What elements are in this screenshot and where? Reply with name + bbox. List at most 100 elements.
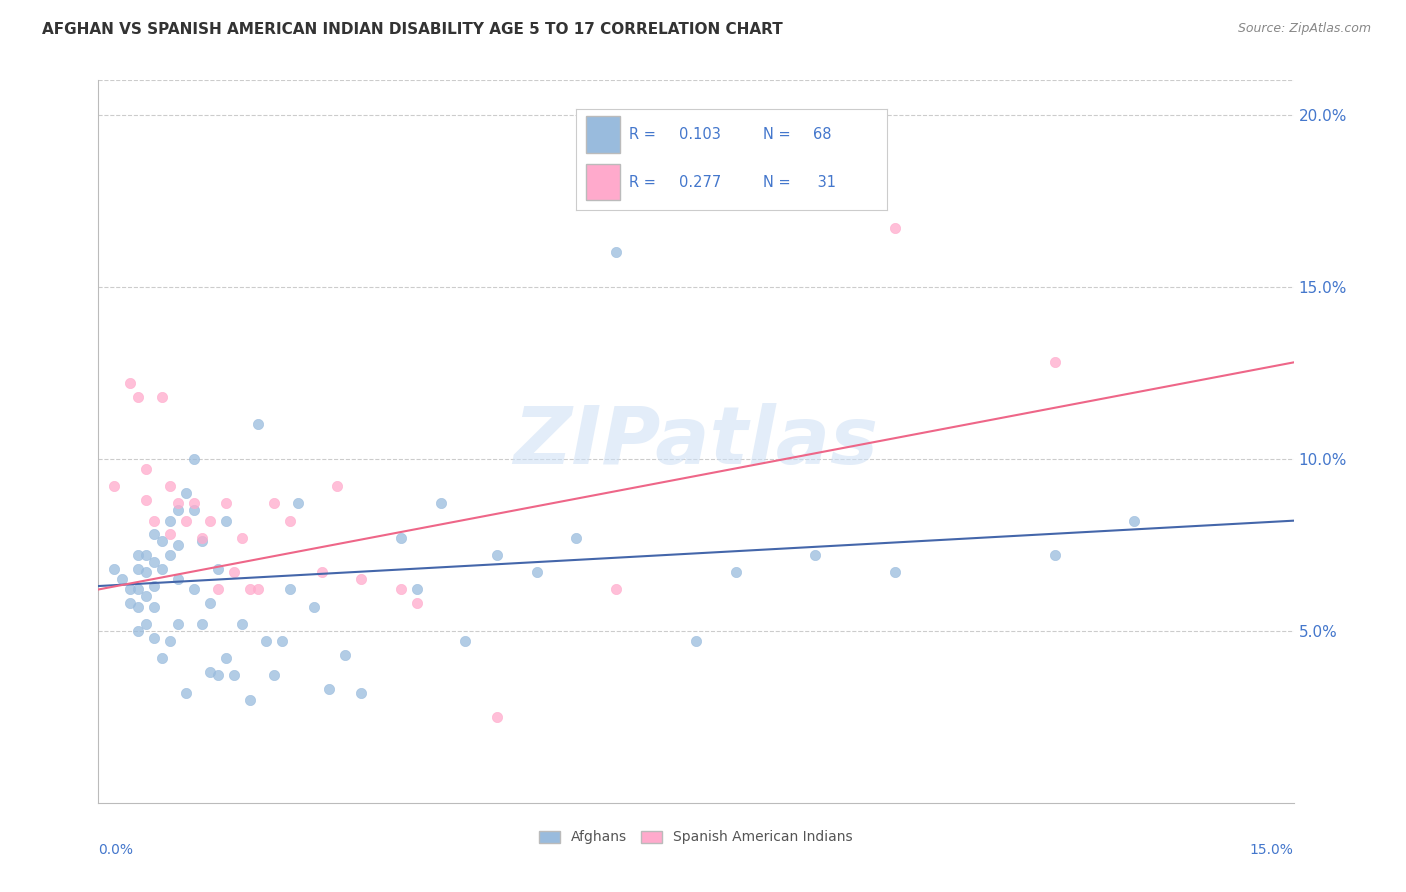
Point	[198, 514, 221, 528]
Point	[150, 651, 173, 665]
Point	[167, 572, 190, 586]
Point	[207, 668, 229, 682]
Point	[884, 221, 907, 235]
Point	[135, 548, 157, 562]
Point	[135, 590, 157, 604]
Point	[191, 534, 214, 549]
Point	[103, 562, 125, 576]
Point	[605, 582, 627, 597]
Point	[485, 710, 508, 724]
Point	[127, 582, 149, 597]
Point	[246, 582, 269, 597]
Point	[167, 503, 190, 517]
Point	[150, 390, 173, 404]
Point	[406, 582, 429, 597]
Point	[526, 566, 548, 580]
Point	[159, 634, 181, 648]
Point	[183, 582, 205, 597]
Point	[207, 582, 229, 597]
Point	[135, 616, 157, 631]
Point	[159, 479, 181, 493]
Point	[231, 616, 253, 631]
Point	[159, 527, 181, 541]
Point	[120, 376, 142, 390]
Point	[127, 562, 149, 576]
Text: 15.0%: 15.0%	[1250, 843, 1294, 856]
Point	[150, 562, 173, 576]
Point	[239, 692, 262, 706]
Point	[127, 548, 149, 562]
Point	[485, 548, 508, 562]
Legend: Afghans, Spanish American Indians: Afghans, Spanish American Indians	[534, 825, 858, 850]
Point	[287, 496, 309, 510]
Point	[191, 531, 214, 545]
Point	[263, 668, 285, 682]
Point	[246, 417, 269, 432]
Point	[231, 531, 253, 545]
Point	[311, 566, 333, 580]
Point	[278, 582, 301, 597]
Text: ZIPatlas: ZIPatlas	[513, 402, 879, 481]
Point	[804, 548, 827, 562]
Text: Source: ZipAtlas.com: Source: ZipAtlas.com	[1237, 22, 1371, 36]
Point	[159, 548, 181, 562]
Point	[135, 493, 157, 508]
Point	[215, 514, 238, 528]
Point	[389, 582, 412, 597]
Point	[183, 451, 205, 466]
Text: 0.0%: 0.0%	[98, 843, 134, 856]
Point	[389, 531, 412, 545]
Point	[120, 582, 142, 597]
Point	[167, 496, 190, 510]
Point	[198, 665, 221, 679]
Point	[605, 245, 627, 260]
Point	[127, 390, 149, 404]
Text: AFGHAN VS SPANISH AMERICAN INDIAN DISABILITY AGE 5 TO 17 CORRELATION CHART: AFGHAN VS SPANISH AMERICAN INDIAN DISABI…	[42, 22, 783, 37]
Point	[263, 496, 285, 510]
Point	[350, 686, 373, 700]
Point	[120, 596, 142, 610]
Point	[270, 634, 292, 648]
Point	[302, 599, 325, 614]
Point	[1123, 514, 1146, 528]
Point	[167, 616, 190, 631]
Point	[111, 572, 134, 586]
Point	[406, 596, 429, 610]
Point	[222, 566, 245, 580]
Point	[326, 479, 349, 493]
Point	[884, 566, 907, 580]
Point	[127, 624, 149, 638]
Point	[174, 686, 197, 700]
Point	[278, 514, 301, 528]
Point	[1043, 548, 1066, 562]
Point	[318, 682, 340, 697]
Point	[724, 566, 747, 580]
Point	[198, 596, 221, 610]
Point	[183, 503, 205, 517]
Point	[215, 496, 238, 510]
Point	[167, 538, 190, 552]
Point	[150, 534, 173, 549]
Point	[565, 531, 588, 545]
Point	[222, 668, 245, 682]
Point	[143, 579, 166, 593]
Point	[335, 648, 357, 662]
Point	[135, 462, 157, 476]
Point	[135, 566, 157, 580]
Point	[454, 634, 477, 648]
Point	[254, 634, 277, 648]
Point	[159, 514, 181, 528]
Point	[1043, 355, 1066, 369]
Point	[143, 555, 166, 569]
Point	[685, 634, 707, 648]
Point	[207, 562, 229, 576]
Point	[103, 479, 125, 493]
Point	[215, 651, 238, 665]
Point	[191, 616, 214, 631]
Point	[174, 514, 197, 528]
Point	[143, 514, 166, 528]
Point	[174, 486, 197, 500]
Point	[430, 496, 453, 510]
Point	[239, 582, 262, 597]
Point	[143, 599, 166, 614]
